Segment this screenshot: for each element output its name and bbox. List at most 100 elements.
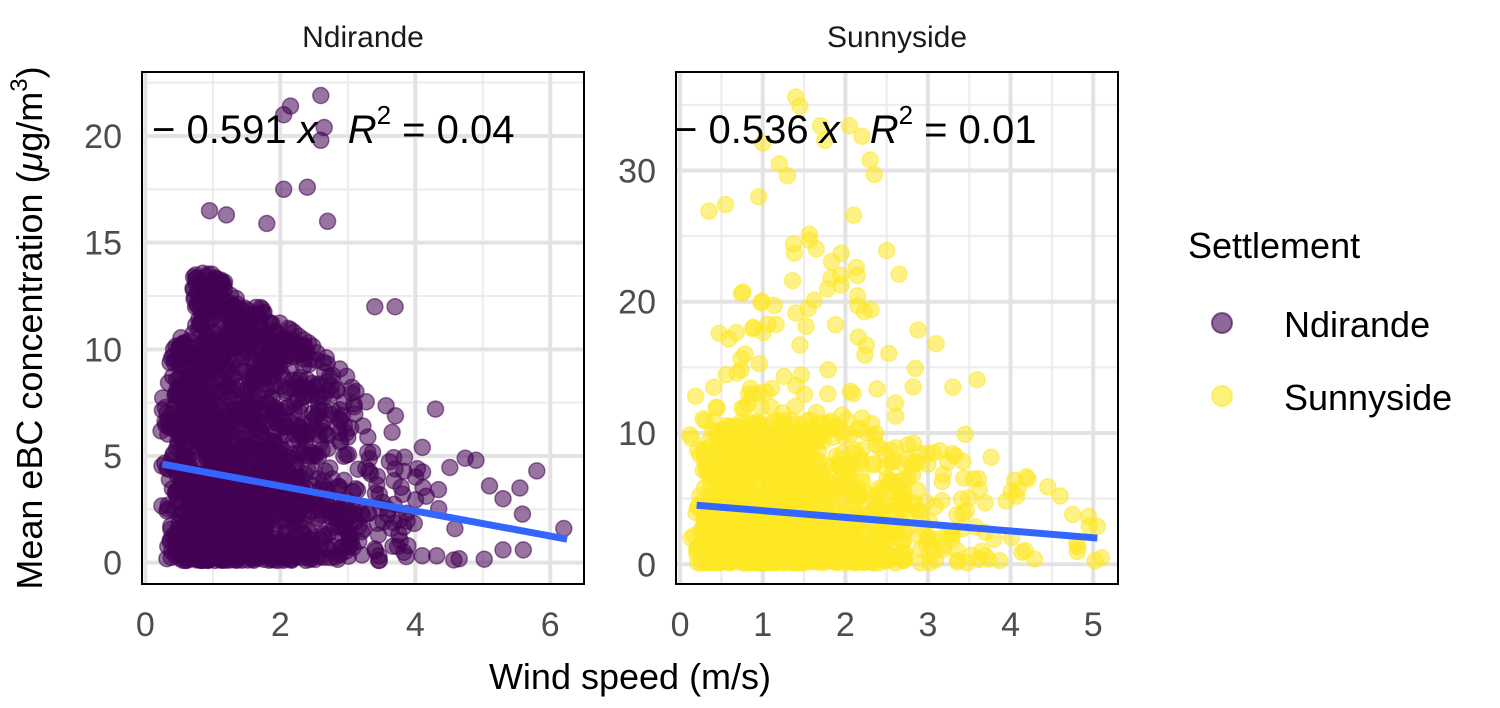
scatter-point: [312, 131, 330, 150]
scatter-point: [1051, 487, 1069, 505]
scatter-point: [700, 202, 718, 220]
scatter-point: [695, 441, 713, 459]
scatter-point: [787, 304, 805, 322]
scatter-point: [271, 461, 290, 479]
scatter-point: [844, 206, 863, 224]
axis-ticks: 0 1 2 3 4 5 0 10 20 30: [618, 152, 1103, 644]
scatter-point: [250, 306, 269, 325]
scatter-point: [224, 400, 243, 419]
scatter-point: [791, 336, 809, 354]
scatter-point: [217, 341, 236, 360]
scatter-point: [797, 317, 815, 336]
scatter-point: [386, 407, 405, 425]
scatter-point: [199, 361, 218, 379]
scatter-point: [794, 553, 812, 572]
scatter-point: [868, 525, 887, 543]
scatter-point: [268, 405, 287, 423]
scatter-point: [707, 553, 725, 572]
scatter-point: [862, 300, 880, 319]
scatter-point: [797, 412, 816, 430]
regression-line: [161, 460, 568, 543]
scatter-point: [755, 446, 774, 465]
scatter-point: [450, 550, 468, 568]
scatter-point: [886, 394, 905, 412]
scatter-point: [786, 397, 804, 416]
scatter-point: [774, 411, 793, 430]
scatter-point: [331, 360, 349, 378]
scatter-point: [278, 346, 296, 365]
scatter-point: [812, 426, 831, 444]
scatter-point: [762, 528, 780, 546]
scatter-point: [236, 493, 255, 512]
scatter-point: [846, 441, 864, 459]
scatter-point: [815, 131, 834, 150]
scatter-point: [924, 444, 943, 462]
y-tick-label: 0: [103, 545, 122, 583]
scatter-point: [853, 473, 872, 491]
scatter-point: [226, 455, 245, 473]
scatter-point: [836, 475, 855, 493]
scatter-point: [306, 408, 324, 427]
scatter-point: [285, 393, 304, 412]
scatter-point: [694, 410, 712, 428]
scatter-point: [265, 549, 283, 567]
scatter-point: [386, 297, 404, 316]
scatter-point: [274, 440, 292, 459]
x-tick-label: 4: [1001, 606, 1020, 644]
scatter-point: [366, 297, 384, 316]
scatter-point: [201, 512, 220, 531]
equation-text: − 0.591 x R2 = 0.04: [152, 100, 514, 152]
panel-border: [675, 71, 1119, 585]
scatter-point: [708, 430, 727, 449]
legend-label-sunnyside: Sunnyside: [1284, 377, 1452, 418]
scatter-point: [948, 505, 966, 524]
scatter-point: [906, 359, 925, 378]
scatter-point: [791, 97, 809, 115]
scatter-point: [153, 389, 172, 407]
equation-r-superscript: 2: [377, 100, 391, 130]
scatter-point: [315, 363, 334, 381]
scatter-point: [968, 370, 986, 389]
scatter-point: [927, 335, 945, 353]
equation-text: − 0.536 x R2 = 0.01: [674, 100, 1036, 152]
scatter-point: [811, 528, 829, 547]
scatter-point: [728, 364, 747, 382]
scatter-point: [209, 542, 228, 561]
scatter-point: [217, 206, 236, 224]
scatter-point: [294, 357, 313, 375]
scatter-point: [896, 470, 914, 488]
y-tick-label: 15: [84, 225, 122, 263]
equation-group: − 0.536 x R2 = 0.01: [674, 100, 1036, 152]
x-tick-label: 6: [541, 606, 560, 644]
scatter-point: [179, 368, 197, 387]
scatter-point: [446, 519, 464, 538]
x-tick-label: 1: [753, 606, 772, 644]
scatter-point: [778, 166, 797, 185]
scatter-point: [720, 330, 738, 348]
scatter-point: [258, 349, 277, 368]
panel-sunnyside: − 0.536 x R2 = 0.01 Sunnyside 0 1 2 3 4 501020…: [618, 21, 1119, 644]
scatter-point: [759, 465, 778, 484]
scatter-point: [760, 482, 778, 500]
regression-line: [696, 501, 1098, 542]
scatter-point: [182, 411, 201, 430]
legend-label-ndirande: Ndirande: [1284, 304, 1430, 345]
scatter-point: [809, 549, 827, 567]
scatter-point: [153, 497, 171, 515]
scatter-point: [716, 195, 735, 214]
scatter-point: [869, 554, 887, 572]
scatter-point: [738, 525, 756, 543]
scatter-point: [720, 511, 738, 530]
scatter-point: [770, 155, 789, 173]
y-axis-title-unit: g/m: [9, 92, 50, 152]
y-tick-label: 10: [84, 331, 122, 369]
scatter-point: [698, 461, 716, 480]
scatter-point: [284, 506, 302, 525]
scatter-point: [197, 428, 215, 447]
scatter-point: [494, 541, 512, 559]
x-tick-label: 5: [1084, 606, 1103, 644]
scatter-point: [441, 458, 459, 477]
legend: Settlement Ndirande Sunnyside: [1188, 225, 1452, 418]
scatter-point: [298, 178, 317, 196]
scatter-point: [884, 453, 902, 471]
